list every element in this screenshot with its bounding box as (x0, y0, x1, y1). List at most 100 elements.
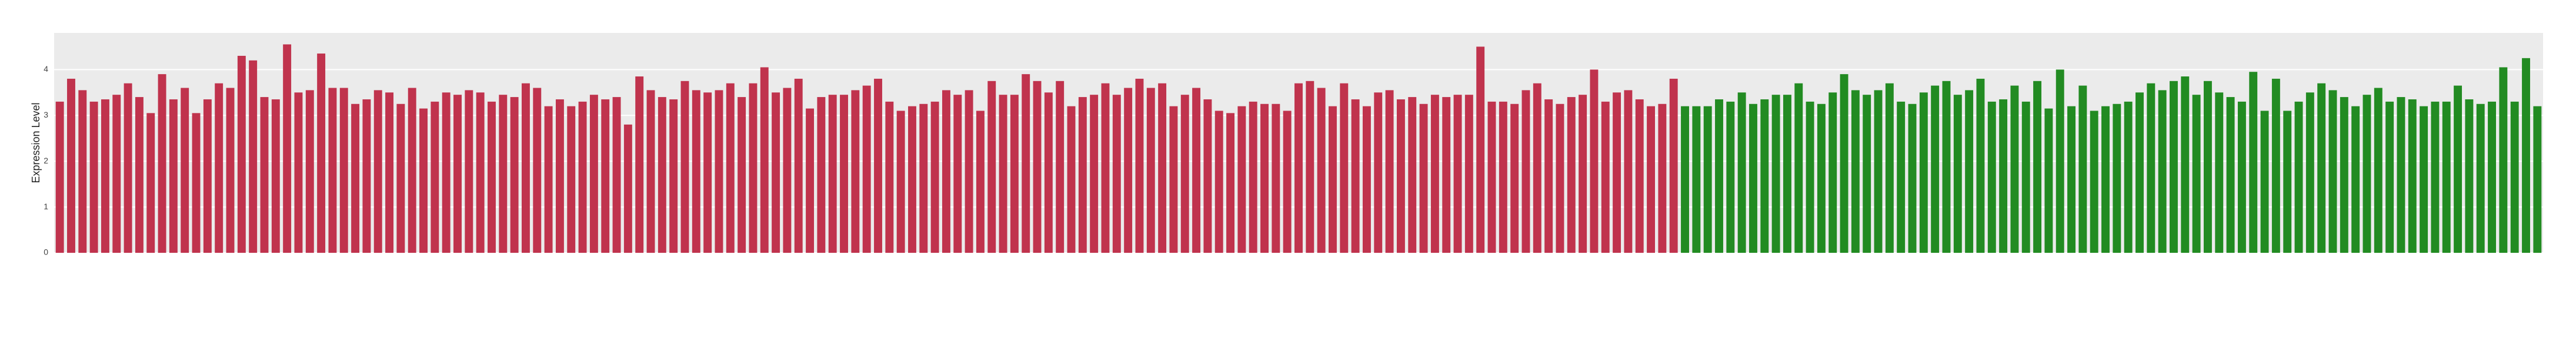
bar (2385, 101, 2394, 253)
bar (1613, 92, 1621, 253)
bar (2067, 106, 2076, 253)
bar (919, 103, 928, 253)
bar (78, 90, 87, 253)
bar (806, 108, 815, 253)
bar (1135, 78, 1144, 253)
bar (112, 95, 121, 253)
bar (578, 101, 587, 253)
bar (533, 88, 542, 253)
bar (465, 90, 473, 253)
bar (67, 78, 75, 253)
bar (2158, 90, 2167, 253)
bar (283, 44, 292, 253)
bar (1396, 99, 1405, 253)
bar (2283, 111, 2292, 253)
bar (203, 99, 212, 253)
bar (1499, 101, 1507, 253)
bar (101, 99, 109, 253)
bar (1715, 99, 1723, 253)
bar (1146, 88, 1155, 253)
bar (317, 54, 326, 253)
bar (158, 74, 166, 253)
bar (237, 55, 246, 253)
bar (1624, 90, 1633, 253)
bar (1942, 81, 1951, 253)
bar (1806, 101, 1814, 253)
bar (1374, 92, 1383, 253)
bar (817, 97, 826, 253)
bar (1567, 97, 1576, 253)
bar (1487, 101, 1496, 253)
bar (2203, 81, 2212, 253)
bar (2454, 85, 2462, 253)
bar (2465, 99, 2474, 253)
bar (271, 99, 280, 253)
bar (431, 101, 439, 253)
bar (1953, 95, 1962, 253)
bar (442, 92, 451, 253)
bar (1260, 103, 1269, 253)
bar (1521, 90, 1530, 253)
bar (1669, 78, 1678, 253)
bar (1453, 95, 1462, 253)
bar (1590, 69, 1599, 253)
bar (2420, 106, 2428, 253)
bar (2408, 99, 2417, 253)
bar (2021, 101, 2030, 253)
bar (953, 95, 962, 253)
bar (2010, 85, 2019, 253)
bar (1226, 113, 1235, 253)
bar (1965, 90, 1974, 253)
bar (680, 81, 689, 253)
bar (1010, 95, 1019, 253)
bar (408, 88, 416, 253)
bar (1078, 97, 1087, 253)
bar (1169, 106, 1178, 253)
bar (339, 88, 348, 253)
bar (1863, 95, 1871, 253)
y-tick-label: 2 (44, 156, 48, 165)
bar (1544, 99, 1553, 253)
bar (2476, 103, 2485, 253)
bar (2351, 106, 2360, 253)
bar (2328, 90, 2337, 253)
bar (999, 95, 1007, 253)
bar (521, 83, 530, 253)
bar (976, 111, 985, 253)
bar (2363, 95, 2371, 253)
bar (1283, 111, 1292, 253)
bar (1794, 83, 1803, 253)
bar (2226, 97, 2235, 253)
bar (2271, 78, 2280, 253)
bar (635, 76, 644, 253)
bar (1214, 111, 1223, 253)
bar (146, 113, 155, 253)
bar (2533, 106, 2542, 253)
bar (1510, 103, 1519, 253)
bar (601, 99, 610, 253)
y-tick-label: 3 (44, 110, 48, 119)
bar (181, 88, 189, 253)
bar (1340, 83, 1349, 253)
bar (1464, 95, 1473, 253)
y-tick-label: 0 (44, 248, 48, 257)
bar (1158, 83, 1167, 253)
bar (760, 67, 769, 253)
bar (1726, 101, 1735, 253)
bar (1749, 103, 1757, 253)
bar (1919, 92, 1928, 253)
bar (2181, 76, 2190, 253)
bar (1476, 46, 1485, 253)
bar (703, 92, 712, 253)
bar (328, 88, 337, 253)
bar (1329, 106, 1337, 253)
bar (1976, 78, 1985, 253)
bar (930, 101, 939, 253)
bar (942, 90, 950, 253)
bar (726, 83, 735, 253)
bar (1783, 95, 1791, 253)
bar (623, 124, 632, 253)
bar (544, 106, 553, 253)
bar (612, 97, 621, 253)
